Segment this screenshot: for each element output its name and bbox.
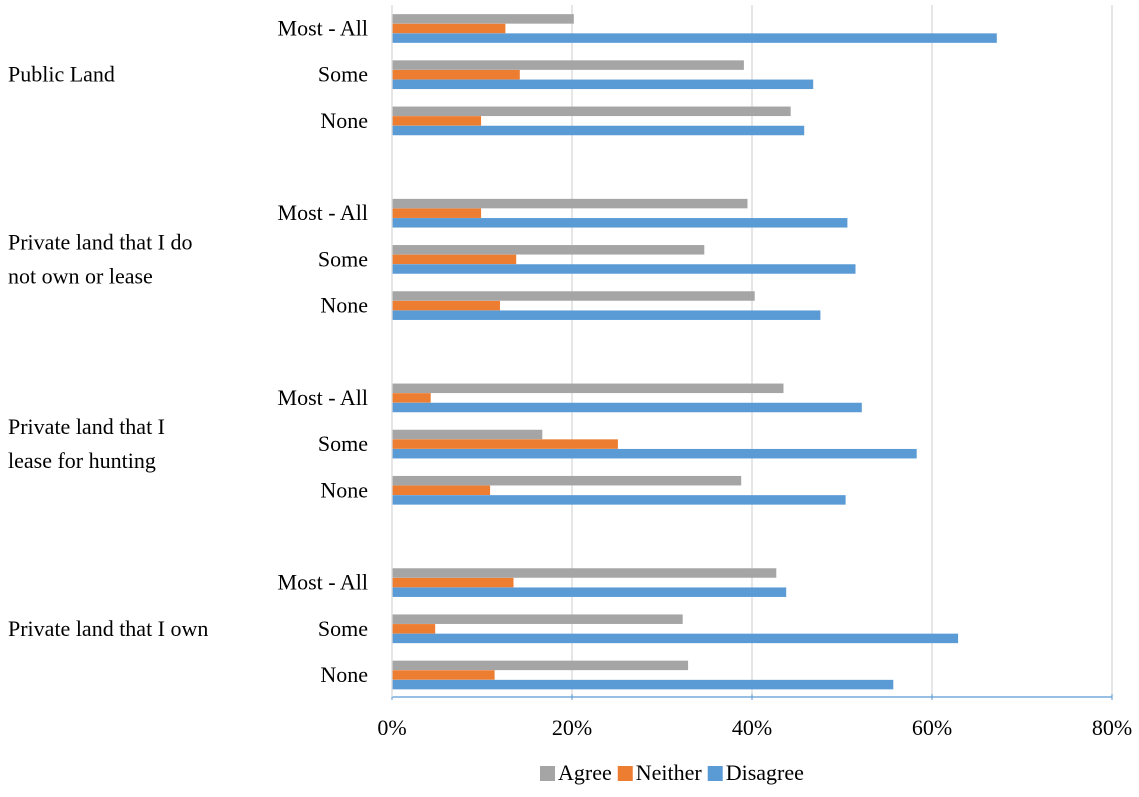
bar-private-land-that-i-do-not-own-or-lease-most-all-disagree bbox=[392, 218, 848, 228]
bar-private-land-that-i-lease-for-hunting-most-all-neither bbox=[392, 393, 431, 403]
bar-private-land-that-i-own-some-agree bbox=[392, 614, 683, 624]
category-label-most-all: Most - All bbox=[278, 570, 368, 595]
bar-private-land-that-i-do-not-own-or-lease-none-neither bbox=[392, 300, 500, 311]
category-label-most-all: Most - All bbox=[278, 200, 368, 225]
category-label-none: None bbox=[320, 108, 368, 133]
bar-private-land-that-i-own-some-neither bbox=[392, 624, 436, 634]
legend-swatch-neither bbox=[617, 766, 633, 781]
group-label-line: Private land that I bbox=[8, 414, 165, 439]
bar-public-land-some-agree bbox=[392, 60, 744, 70]
group-label-line: Public Land bbox=[8, 62, 115, 87]
group-labels: Public Land Private land that I do not own… bbox=[8, 62, 208, 641]
bar-private-land-that-i-do-not-own-or-lease-some-disagree bbox=[392, 264, 856, 274]
group-label-line: not own or lease bbox=[8, 263, 153, 288]
bar-private-land-that-i-own-most-all-disagree bbox=[392, 587, 787, 597]
bar-private-land-that-i-own-most-all-agree bbox=[392, 568, 777, 578]
bar-private-land-that-i-lease-for-hunting-most-all-agree bbox=[392, 383, 784, 394]
category-label-most-all: Most - All bbox=[278, 16, 368, 41]
bar-private-land-that-i-lease-for-hunting-most-all-disagree bbox=[392, 402, 862, 413]
x-tick-label-0: 0% bbox=[377, 715, 406, 740]
bar-private-land-that-i-do-not-own-or-lease-some-agree bbox=[392, 245, 705, 255]
bar-private-land-that-i-lease-for-hunting-none-neither bbox=[392, 485, 491, 496]
group-label-line: Private land that I own bbox=[8, 616, 208, 641]
bar-public-land-most-all-agree bbox=[392, 14, 574, 24]
x-tick-label-80: 80% bbox=[1092, 715, 1132, 740]
x-tick-label-60: 60% bbox=[912, 715, 952, 740]
bar-public-land-most-all-disagree bbox=[392, 33, 997, 43]
category-label-some: Some bbox=[318, 616, 368, 641]
bar-private-land-that-i-lease-for-hunting-none-disagree bbox=[392, 495, 846, 505]
legend: Agree Neither Disagree bbox=[540, 760, 804, 785]
bar-private-land-that-i-own-none-agree bbox=[392, 660, 689, 671]
x-tick-label-40: 40% bbox=[732, 715, 772, 740]
legend-swatch-agree bbox=[540, 766, 555, 781]
bar-private-land-that-i-do-not-own-or-lease-some-neither bbox=[392, 254, 517, 265]
bar-private-land-that-i-do-not-own-or-lease-none-disagree bbox=[392, 310, 821, 320]
category-label-most-all: Most - All bbox=[278, 385, 368, 410]
bar-private-land-that-i-own-none-disagree bbox=[392, 679, 894, 690]
bar-private-land-that-i-own-none-neither bbox=[392, 670, 495, 680]
bars bbox=[392, 14, 997, 690]
bar-public-land-some-neither bbox=[392, 69, 520, 80]
group-label-line: lease for hunting bbox=[8, 448, 156, 473]
legend-label-neither: Neither bbox=[636, 760, 703, 785]
group-label-line: Private land that I do bbox=[8, 229, 193, 254]
bar-private-land-that-i-own-most-all-neither bbox=[392, 577, 514, 588]
category-label-some: Some bbox=[318, 62, 368, 87]
category-label-none: None bbox=[320, 477, 368, 502]
bar-public-land-none-agree bbox=[392, 106, 791, 117]
bar-private-land-that-i-own-some-disagree bbox=[392, 633, 959, 644]
category-label-some: Some bbox=[318, 246, 368, 271]
category-labels: Most - All Some None Most - All Some None Most… bbox=[278, 16, 368, 688]
bar-private-land-that-i-lease-for-hunting-some-agree bbox=[392, 429, 543, 440]
bar-private-land-that-i-lease-for-hunting-some-disagree bbox=[392, 448, 917, 459]
x-tick-label-20: 20% bbox=[552, 715, 592, 740]
category-label-none: None bbox=[320, 293, 368, 318]
bar-public-land-some-disagree bbox=[392, 79, 814, 90]
bar-public-land-none-neither bbox=[392, 116, 482, 126]
legend-label-agree: Agree bbox=[558, 760, 612, 785]
bar-private-land-that-i-do-not-own-or-lease-most-all-neither bbox=[392, 208, 482, 218]
bar-private-land-that-i-lease-for-hunting-none-agree bbox=[392, 475, 742, 486]
bar-public-land-most-all-neither bbox=[392, 23, 506, 34]
category-label-none: None bbox=[320, 662, 368, 687]
x-axis: 0% 20% 40% 60% 80% bbox=[377, 5, 1132, 740]
legend-swatch-disagree bbox=[707, 766, 723, 781]
category-label-some: Some bbox=[318, 431, 368, 456]
bar-public-land-none-disagree bbox=[392, 125, 805, 136]
bar-private-land-that-i-lease-for-hunting-some-neither bbox=[392, 439, 618, 449]
bar-private-land-that-i-do-not-own-or-lease-none-agree bbox=[392, 291, 755, 301]
bar-private-land-that-i-do-not-own-or-lease-most-all-agree bbox=[392, 198, 748, 209]
gridlines bbox=[571, 5, 1113, 697]
legend-label-disagree: Disagree bbox=[726, 760, 804, 785]
